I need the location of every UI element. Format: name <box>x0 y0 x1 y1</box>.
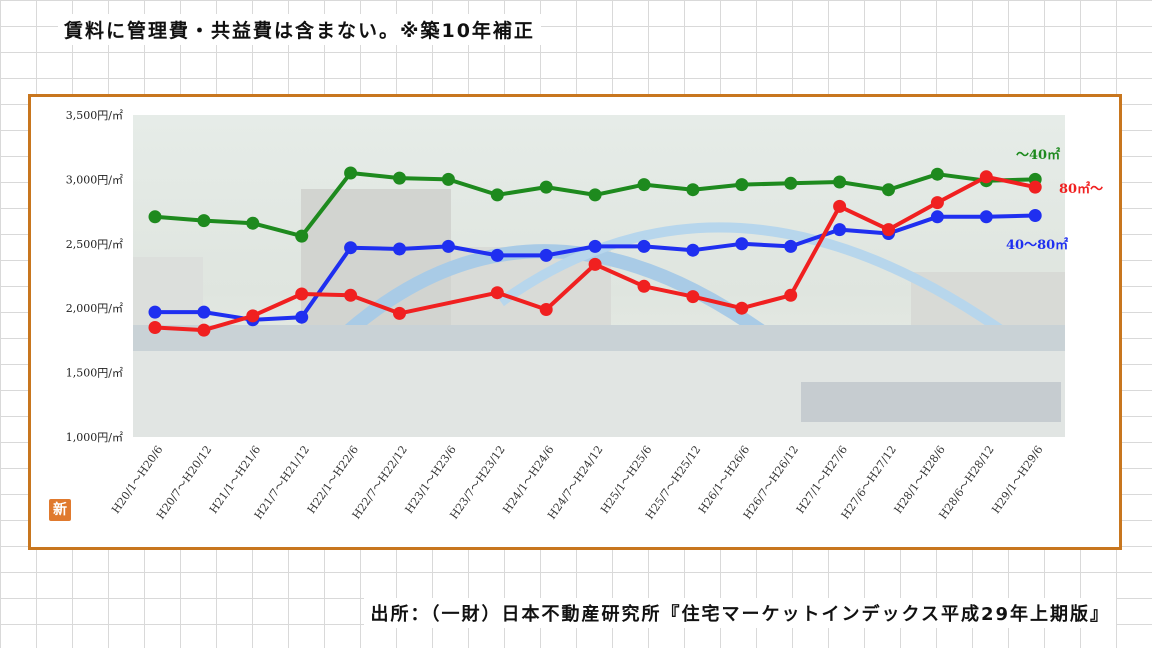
data-point <box>979 170 993 184</box>
x-tick-label: H26/7～H26/12 <box>741 443 801 521</box>
data-point <box>930 167 944 181</box>
x-tick-label: H21/7～H21/12 <box>252 443 312 521</box>
data-point <box>930 210 944 224</box>
data-point <box>490 248 504 262</box>
line-chart: 1,000円/㎡ 1,500円/㎡ 2,000円/㎡ 2,500円/㎡ 3,000円/㎡… <box>66 109 1103 522</box>
series-label: 40～80㎡ <box>1006 237 1068 253</box>
data-point <box>148 305 162 319</box>
data-point <box>686 243 700 257</box>
data-point <box>246 309 260 323</box>
y-tick-label: 1,500円/㎡ <box>66 367 123 380</box>
bridge-photo-background <box>133 115 1065 437</box>
data-point <box>735 301 749 315</box>
series-layer <box>148 166 1042 337</box>
series-label: 80㎡～ <box>1059 181 1103 197</box>
data-point <box>833 175 847 189</box>
x-tick-label: H22/7～H22/12 <box>350 443 410 521</box>
data-point <box>686 290 700 304</box>
data-point <box>588 188 602 202</box>
data-point <box>979 210 993 224</box>
data-point <box>197 305 211 319</box>
data-point <box>833 223 847 237</box>
x-tick-label: H27/6～H27/12 <box>839 443 899 521</box>
x-tick-label: H21/1～H21/6 <box>207 443 263 516</box>
x-tick-label: H28/6～H28/12 <box>936 443 996 521</box>
data-point <box>393 306 406 320</box>
data-point <box>344 288 358 302</box>
data-point <box>588 239 602 253</box>
series-label: ～40㎡ <box>1016 147 1060 163</box>
x-tick-label: H20/1～H20/6 <box>109 443 165 516</box>
data-point <box>539 248 553 262</box>
x-tick-label: H29/1～H29/6 <box>989 443 1045 516</box>
data-point <box>539 180 553 194</box>
data-point <box>539 303 553 316</box>
data-point <box>637 178 651 192</box>
new-badge-icon: 新 <box>49 499 71 521</box>
x-tick-label: H24/7～H24/12 <box>545 443 605 521</box>
data-point <box>490 286 504 300</box>
data-point <box>784 176 798 190</box>
y-axis: 1,000円/㎡ 1,500円/㎡ 2,000円/㎡ 2,500円/㎡ 3,000円/㎡… <box>66 109 123 444</box>
data-point <box>393 171 406 185</box>
x-tick-label: H28/1～H28/6 <box>892 443 948 516</box>
data-point <box>735 178 749 192</box>
data-point <box>1028 209 1042 222</box>
y-tick-label: 2,000円/㎡ <box>66 302 123 315</box>
note-text: 賃料に管理費・共益費は含まない。※築10年補正 <box>58 14 541 45</box>
x-tick-label: H22/1～H22/6 <box>305 443 361 516</box>
series-labels: ～40㎡ 40～80㎡ 80㎡～ <box>1006 147 1103 253</box>
data-point <box>197 323 211 337</box>
data-point <box>197 214 211 228</box>
x-tick-label: H26/1～H26/6 <box>696 443 752 516</box>
data-point <box>148 321 162 334</box>
data-point <box>735 237 749 251</box>
data-point <box>344 166 358 180</box>
y-tick-label: 3,000円/㎡ <box>66 173 123 186</box>
data-point <box>441 172 455 186</box>
data-point <box>490 188 504 202</box>
data-point <box>344 241 358 255</box>
x-tick-label: H25/1～H25/6 <box>598 443 654 516</box>
data-point <box>637 239 651 253</box>
data-point <box>246 216 260 230</box>
x-tick-label: H25/7～H25/12 <box>643 443 703 521</box>
data-point <box>784 288 798 302</box>
data-point <box>295 310 309 324</box>
data-point <box>588 257 602 271</box>
data-point <box>637 279 651 293</box>
series-line-3 <box>154 174 1036 333</box>
data-point <box>1028 180 1042 194</box>
y-tick-label: 2,500円/㎡ <box>66 238 123 251</box>
y-tick-label: 3,500円/㎡ <box>66 109 123 122</box>
x-tick-label: H24/1～H24/6 <box>500 443 556 516</box>
data-point <box>441 239 455 253</box>
y-tick-label: 1,000円/㎡ <box>66 431 123 444</box>
x-tick-label: H23/1～H23/6 <box>403 443 459 516</box>
data-point <box>148 210 162 224</box>
data-point <box>393 242 406 256</box>
data-point <box>784 239 798 253</box>
chart-frame: 1,000円/㎡ 1,500円/㎡ 2,000円/㎡ 2,500円/㎡ 3,000円/㎡… <box>28 94 1122 550</box>
data-point <box>882 223 895 237</box>
data-point <box>882 183 895 197</box>
data-point <box>295 229 309 243</box>
x-axis: H20/1～H20/6H20/7～H20/12H21/1～H21/6H21/7～… <box>109 443 1046 521</box>
x-tick-label: H20/7～H20/12 <box>154 443 214 521</box>
data-point <box>295 287 309 301</box>
data-point <box>833 199 847 213</box>
data-point <box>686 183 700 197</box>
source-text: 出所：（一財）日本不動産研究所『住宅マーケットインデックス平成29年上期版』 <box>364 598 1116 628</box>
data-point <box>930 196 944 210</box>
x-tick-label: H23/7～H23/12 <box>447 443 507 521</box>
x-tick-label: H27/1～H27/6 <box>794 443 850 516</box>
